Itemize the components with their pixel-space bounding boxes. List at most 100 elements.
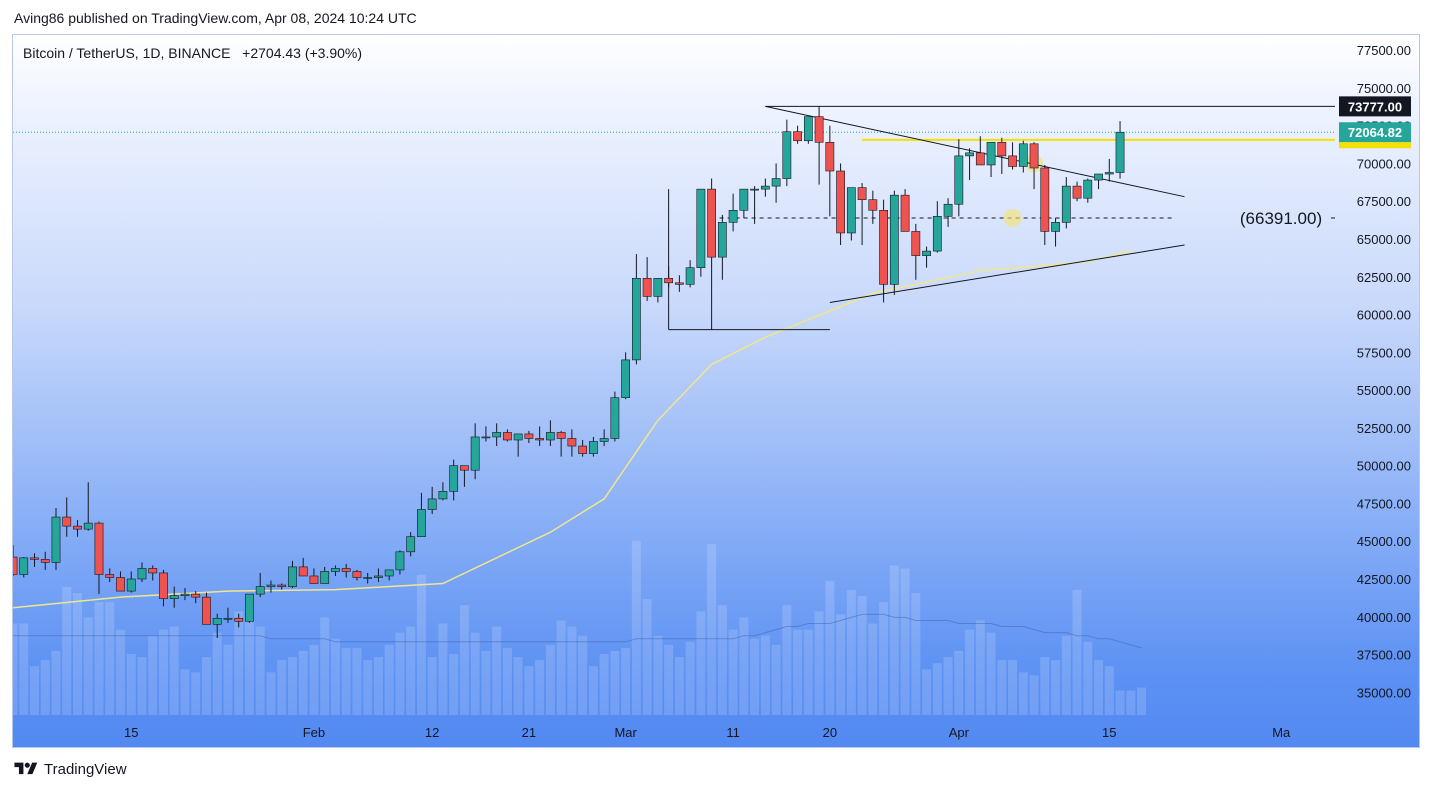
volume-bar: [373, 657, 383, 715]
y-tick-label: 65000.00: [1357, 232, 1411, 247]
volume-bar: [1115, 690, 1125, 715]
candle-up: [19, 557, 29, 575]
chart-area[interactable]: (66391.00)77500.0075000.0072500.0070000.…: [12, 34, 1420, 748]
volume-bar: [578, 635, 588, 715]
volume-bar: [750, 638, 760, 715]
candle-up: [449, 465, 459, 492]
candle-up: [513, 433, 523, 441]
resistance-price-tag: [1339, 142, 1411, 149]
candle-down: [911, 231, 921, 256]
volume-bar: [384, 644, 394, 715]
candle-up: [621, 359, 631, 398]
high-price-tag-label: 73777.00: [1348, 99, 1402, 114]
tradingview-logo[interactable]: TradingView: [14, 760, 127, 778]
volume-bar: [986, 632, 996, 715]
volume-bar: [212, 632, 222, 715]
volume-bar: [567, 626, 577, 715]
volume-bar: [341, 647, 351, 715]
y-tick-label: 52500.00: [1357, 421, 1411, 436]
volume-bar: [782, 605, 792, 715]
volume-bar: [653, 635, 663, 715]
candle-up: [320, 571, 330, 584]
volume-bar: [674, 657, 684, 715]
candle-up: [223, 617, 233, 620]
volume-bar: [94, 602, 104, 715]
candle-down: [567, 438, 577, 447]
candle-up: [470, 436, 480, 471]
price-change: +2704.43 (+3.90%): [242, 45, 363, 61]
candle-down: [1072, 185, 1082, 199]
candle-up: [1094, 173, 1103, 181]
volume-bar: [685, 641, 695, 715]
candle-down: [341, 568, 351, 572]
volume-bar: [911, 593, 921, 715]
trendline: [765, 105, 1185, 198]
volume-bar: [556, 620, 566, 715]
candle-down: [298, 566, 308, 577]
candle-up: [846, 187, 856, 234]
volume-bar: [1104, 666, 1114, 715]
candlestick-chart[interactable]: (66391.00)77500.0075000.0072500.0070000.…: [13, 35, 1420, 748]
y-tick-label: 37500.00: [1357, 648, 1411, 663]
volume-bar: [1094, 660, 1104, 715]
volume-bar: [126, 654, 136, 715]
y-tick-label: 77500.00: [1357, 43, 1411, 58]
candle-up: [739, 188, 749, 211]
candle-up: [965, 152, 974, 157]
candle-down: [900, 194, 910, 232]
dashed-level-label: (66391.00): [1240, 209, 1322, 228]
volume-bar: [266, 672, 276, 715]
volume-bar: [234, 611, 244, 715]
candle-down: [674, 282, 684, 285]
volume-bar: [1029, 675, 1039, 715]
volume-bar: [642, 599, 652, 715]
candle-up: [803, 116, 813, 142]
volume-bar: [180, 669, 190, 715]
volume-bar: [481, 650, 491, 715]
candle-down: [868, 199, 878, 211]
candle-up: [245, 593, 254, 622]
candle-up: [180, 593, 190, 596]
volume-bar: [1008, 660, 1018, 715]
volume-bar: [115, 629, 125, 715]
y-tick-label: 67500.00: [1357, 194, 1411, 209]
volume-bar: [137, 657, 147, 715]
candle-down: [1029, 143, 1039, 169]
candle-up: [406, 536, 416, 553]
candle-up: [728, 209, 738, 223]
y-tick-label: 35000.00: [1357, 685, 1411, 700]
candle-up: [395, 551, 405, 571]
candle-up: [986, 141, 996, 166]
volume-bar: [502, 647, 512, 715]
volume-bar: [51, 650, 61, 715]
symbol-name: Bitcoin / TetherUS, 1D, BINANCE: [23, 45, 231, 61]
volume-bar: [62, 586, 72, 715]
candle-down: [460, 465, 469, 471]
candle-up: [51, 516, 61, 563]
current-price-tag-label: 72064.82: [1348, 125, 1402, 140]
current-price-tag: [1339, 122, 1411, 143]
volume-bar: [943, 657, 953, 715]
candle-up: [610, 397, 620, 439]
y-tick-label: 60000.00: [1357, 308, 1411, 323]
volume-bar: [889, 565, 899, 715]
volume-bar: [846, 589, 856, 715]
x-tick-label: 11: [726, 725, 740, 740]
volume-bar: [40, 660, 50, 715]
candle-up: [771, 178, 781, 187]
candle-up: [126, 578, 136, 592]
candle-down: [642, 277, 652, 297]
volume-bar: [169, 626, 179, 715]
volume-bar: [965, 629, 975, 715]
candle-down: [524, 433, 534, 439]
volume-bar: [406, 626, 416, 715]
candle-down: [159, 572, 168, 599]
volume-bar: [352, 647, 362, 715]
x-tick-label: Apr: [949, 725, 970, 740]
x-tick-label: 15: [124, 725, 138, 740]
candle-up: [331, 568, 340, 572]
volume-bar: [836, 614, 846, 715]
volume-bar: [459, 605, 469, 715]
volume-bar: [201, 657, 211, 715]
moving-average-line: [13, 250, 1131, 609]
